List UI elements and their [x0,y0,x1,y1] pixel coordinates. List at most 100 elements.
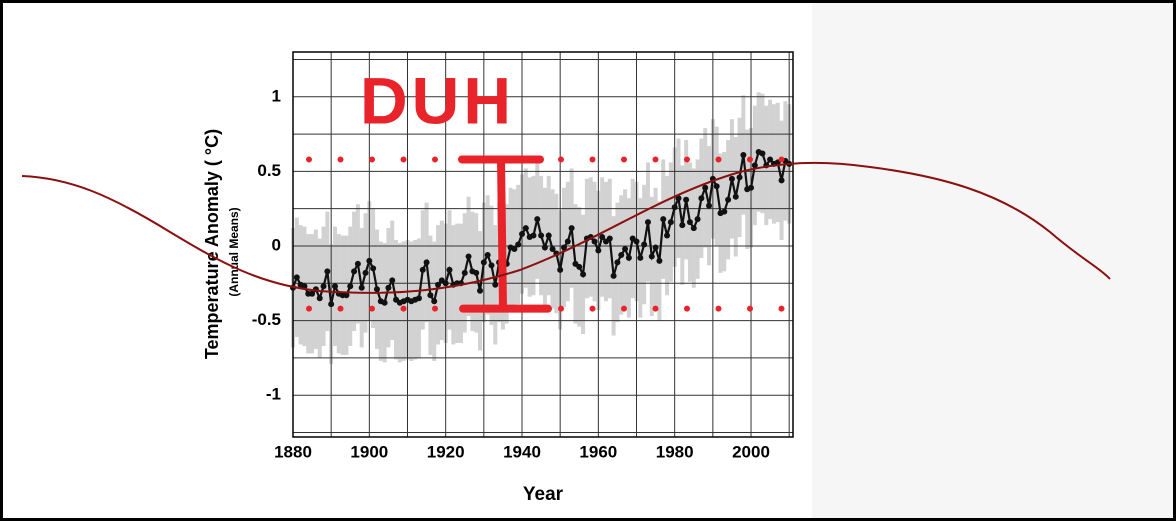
data-point [343,292,350,299]
y-axis-subtitle: (Annual Means) [227,207,241,296]
data-point [427,292,434,299]
data-point [698,195,705,202]
y-tick-label: -1 [266,385,281,404]
data-point [736,174,743,181]
data-point [694,216,701,223]
data-point [316,295,323,302]
data-point [568,225,575,232]
trend-sketch [21,161,1111,294]
data-point [614,259,621,266]
data-point [373,286,380,293]
data-point [686,219,693,226]
data-point [358,284,365,291]
annotation-text: DUH [360,63,515,137]
x-tick-label: 1960 [579,442,617,461]
data-point [511,245,518,252]
data-point [362,269,369,276]
data-point [702,184,709,191]
y-tick-label: 0.5 [257,161,281,180]
data-point [385,284,392,291]
data-point [324,268,331,275]
data-point [599,234,606,241]
data-point [435,281,442,288]
data-point [492,281,499,288]
data-point [671,204,678,211]
side-panel [812,0,1176,521]
data-point [748,184,755,191]
data-point [465,253,472,260]
data-point [713,183,720,190]
data-point [667,219,674,226]
y-tick-label: 1 [272,86,281,105]
data-point [625,254,632,261]
data-point [522,225,529,232]
data-point [484,251,491,258]
data-point [366,257,373,264]
data-point [660,216,667,223]
data-point [351,268,358,275]
data-point [389,277,396,284]
data-point [751,162,758,169]
data-point [473,269,480,276]
data-point [622,245,629,252]
y-tick-label: 0 [272,235,281,254]
data-point [331,283,338,290]
data-point [461,269,468,276]
data-point [538,232,545,239]
data-point [370,265,377,272]
plot-border [292,51,794,438]
data-point [431,298,438,305]
data-point [618,251,625,258]
data-point [549,245,556,252]
data-point [347,283,354,290]
data-point [591,238,598,245]
data-point [656,257,663,264]
x-tick-label: 2000 [732,442,770,461]
x-tick-label: 1980 [656,442,694,461]
data-point [610,272,617,279]
x-tick-label: 1940 [503,442,541,461]
data-point [767,156,774,163]
data-point [706,202,713,209]
data-point [725,196,732,203]
data-point [580,271,587,278]
data-point [690,225,697,232]
data-point [419,266,426,273]
data-point [309,290,316,297]
data-point [519,231,526,238]
data-point [644,219,651,226]
data-point [560,244,567,251]
data-point [446,266,453,273]
data-point [759,150,766,157]
data-point [381,299,388,306]
bracket-stem [497,155,507,313]
data-point [477,287,484,294]
x-tick-label: 1900 [350,442,388,461]
data-point [488,262,495,269]
data-point [480,259,487,266]
data-point [415,295,422,302]
x-axis-title: Year [523,484,564,505]
data-point [545,232,552,239]
data-point [675,195,682,202]
data-point [541,244,548,251]
data-point [564,238,571,245]
data-point [557,266,564,273]
data-point [606,235,613,242]
data-point [633,238,640,245]
data-point [637,254,644,261]
data-point [515,241,522,248]
data-point [732,193,739,200]
y-tick-label: -0.5 [252,310,281,329]
x-tick-label: 1880 [274,442,312,461]
data-point [679,222,686,229]
data-point [728,175,735,182]
y-axis-title: Temperature Anomaly ( °C) [202,129,222,359]
x-tick-label: 1920 [427,442,465,461]
data-point [740,151,747,158]
data-point [652,244,659,251]
data-point [328,301,335,308]
data-point [778,177,785,184]
